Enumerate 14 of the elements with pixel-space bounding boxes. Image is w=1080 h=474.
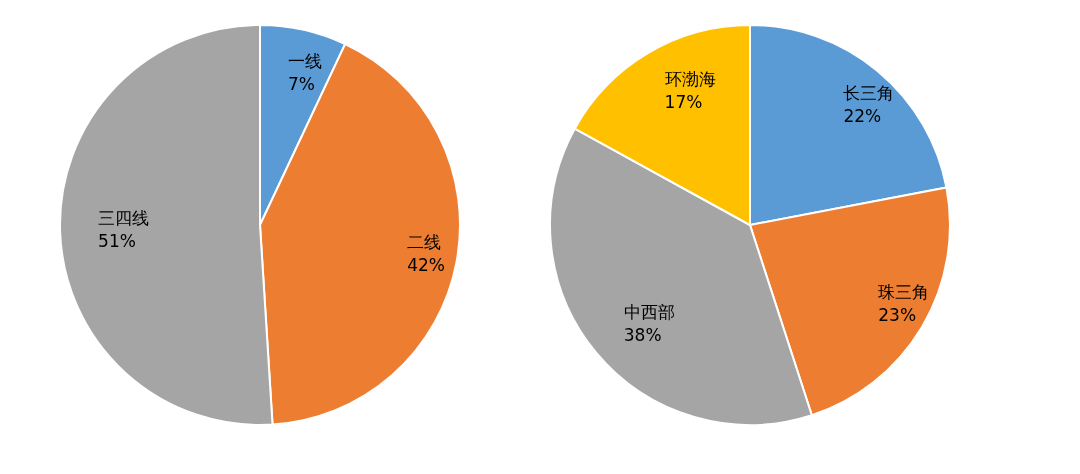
slice-label: 珠三角: [878, 282, 930, 303]
slice-label: 一线: [288, 50, 323, 71]
slice-label: 环渤海: [664, 68, 716, 89]
data-label: 51%: [98, 230, 136, 251]
data-label: 38%: [623, 325, 662, 346]
data-label: 23%: [878, 305, 917, 326]
slice-label: 中西部: [623, 302, 675, 323]
slice-label: 三四线: [98, 207, 150, 228]
data-label: 17%: [664, 91, 703, 112]
data-label: 7%: [288, 73, 316, 94]
slice-label: 二线: [407, 232, 442, 253]
slice-label: 长三角: [843, 82, 895, 103]
data-label: 42%: [407, 255, 446, 276]
data-label: 22%: [843, 105, 882, 126]
